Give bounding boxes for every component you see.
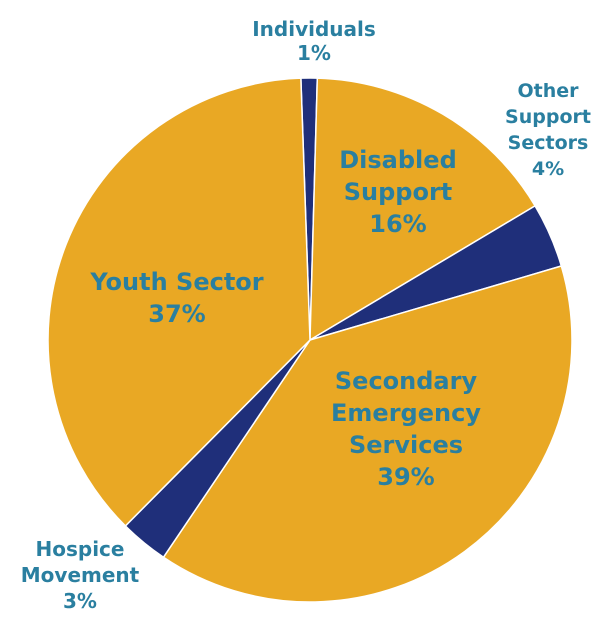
- pie-slices: [47, 77, 573, 603]
- slice-label-hospice-movement: Hospice Movement 3%: [21, 537, 140, 613]
- slice-percent-label: 1%: [297, 41, 331, 65]
- pie-labels: Individuals 1% Disabled Support 16% Other Supp…: [21, 17, 591, 613]
- slice-label-youth-sector: Youth Sector 37%: [89, 268, 263, 328]
- pie-slice-disabled-support: [309, 77, 536, 341]
- pie-slice-secondary-emergency-services: [162, 265, 573, 603]
- slice-label-other-support-sectors: Other Support Sectors 4%: [505, 80, 591, 180]
- slice-name-line: Secondary: [335, 367, 478, 395]
- pie-slice-youth-sector: [47, 77, 311, 527]
- slice-label-disabled-support: Disabled Support 16%: [339, 146, 457, 238]
- slice-name-line: Movement: [21, 563, 140, 587]
- slice-name-line: Support: [344, 178, 453, 206]
- slice-name-line: Hospice: [36, 537, 125, 561]
- slice-name-line: Youth Sector: [89, 268, 263, 296]
- slice-name-line: Disabled: [339, 146, 457, 174]
- slice-percent-label: 39%: [377, 463, 434, 491]
- slice-percent-label: 37%: [148, 300, 205, 328]
- slice-name-line: Sectors: [508, 132, 589, 154]
- slice-name-line: Individuals: [252, 17, 376, 41]
- slice-name-line: Other: [517, 80, 579, 102]
- slice-percent-label: 4%: [532, 158, 564, 180]
- slice-name-line: Support: [505, 106, 591, 128]
- slice-percent-label: 3%: [63, 589, 97, 613]
- slice-label-secondary-emergency-services: Secondary Emergency Services 39%: [331, 367, 481, 491]
- slice-name-line: Emergency: [331, 399, 481, 427]
- slice-percent-label: 16%: [369, 210, 426, 238]
- slice-label-individuals: Individuals 1%: [252, 17, 376, 65]
- slice-name-line: Services: [349, 431, 463, 459]
